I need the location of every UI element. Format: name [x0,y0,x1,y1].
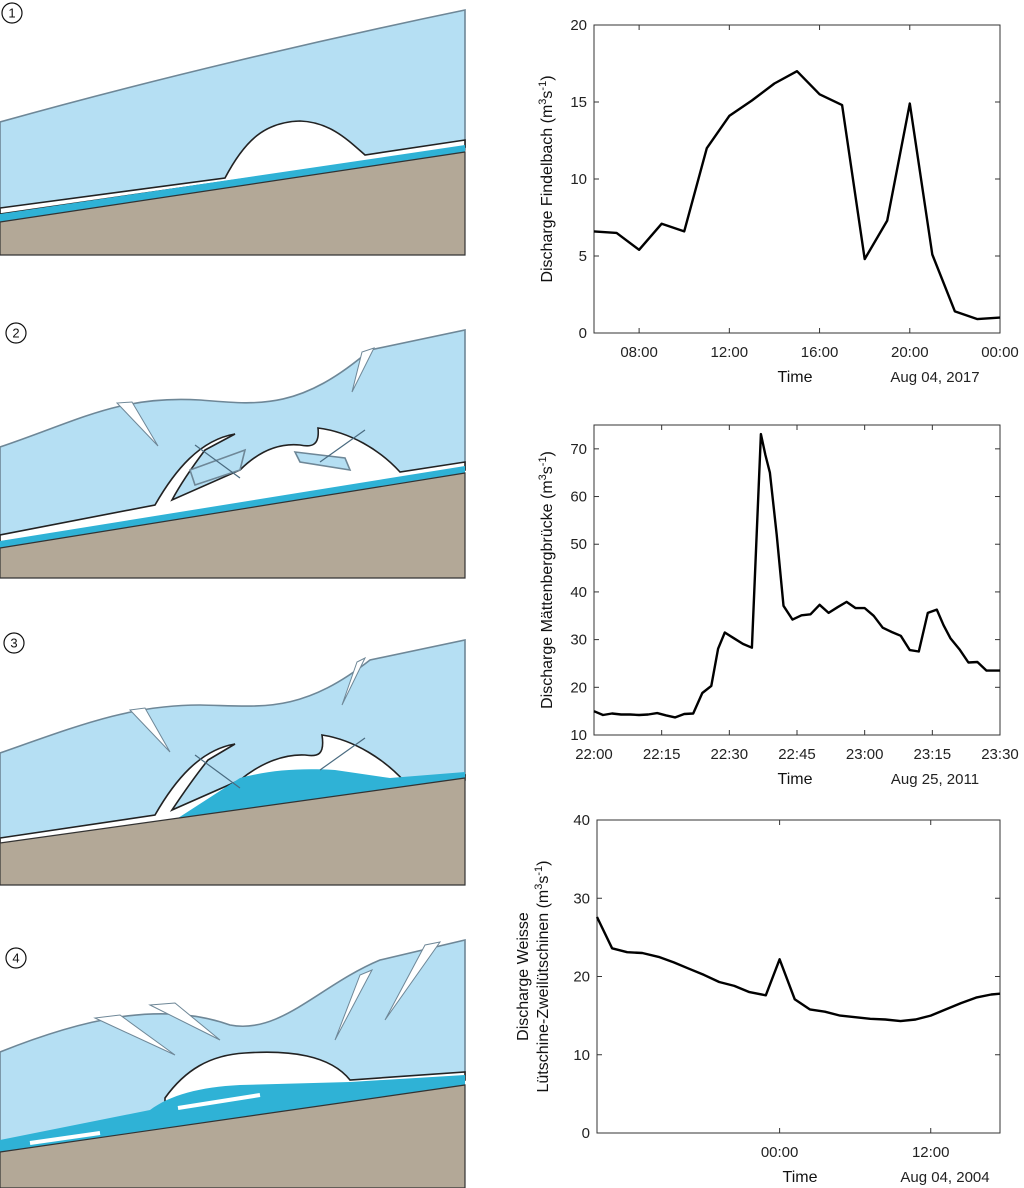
y-tick-label: 20 [573,969,590,986]
y-tick-label: 60 [570,489,587,506]
x-tick-label: 23:00 [846,746,884,763]
x-axis-label: Time [783,1169,818,1186]
schematic-panel-4: 4 [0,938,466,1188]
date-label: Aug 04, 2017 [890,369,979,386]
chart-mattenbergbrucke: 10 20 30 40 50 60 70 22:00 22:15 22:30 22:45 23:00 2… [537,424,1019,788]
y-tick-label: 10 [570,727,587,744]
plot-frame [593,424,1001,736]
surface-crevasse [115,401,159,447]
panel-number-4: 4 [12,951,19,966]
bedrock [0,472,466,579]
x-tick-label: 00:00 [761,1144,799,1161]
panel-number-3-badge: 3 [3,632,25,654]
y-axis-label-part: ) [539,451,556,456]
y-tick-label: 5 [579,248,587,265]
y-axis-label-part: -1 [537,81,549,91]
panel-number-2: 2 [12,326,19,341]
y-tick-label: 15 [570,94,587,111]
collapsing-cavity [0,427,466,543]
y-tick-label: 40 [570,584,587,601]
y-axis-label-part: s [539,466,556,474]
plot-frame [596,819,1001,1134]
panel-number-4-badge: 4 [5,947,27,969]
flow-arrow [29,1131,101,1145]
y-axis-label-part: Discharge Mättenbergbrücke (m [539,480,556,709]
y-axis-label-part: -1 [533,866,545,876]
flow-arrow [177,1093,261,1110]
y-axis-label-part: Discharge Findelbach (m [539,105,556,283]
x-tick-label: 08:00 [620,344,658,361]
y-tick-label: 20 [570,679,587,696]
bedrock [0,777,466,886]
y-tick-label: 0 [579,325,587,342]
y-axis-label-part: 3 [537,474,549,480]
surface-crevasse [93,1014,176,1056]
schematic-panel-2: 2 [0,322,466,579]
y-axis-label-part: 3 [537,99,549,105]
discharge-series-line [593,432,1000,719]
y-axis-label-part: s [535,876,552,884]
y-tick-label: 10 [570,171,587,188]
y-tick-label: 10 [573,1047,590,1064]
y-axis-label-part: 3 [533,884,545,890]
y-axis-label-part: -1 [537,456,549,466]
y-tick-label: 20 [570,17,587,34]
surface-crevasse [341,656,367,706]
date-label: Aug 25, 2011 [891,771,979,788]
panel-number-3: 3 [10,636,17,651]
schematic-panel-1: 1 [0,2,466,256]
surface-crevasse [384,941,442,1021]
surface-crevasse [351,347,375,393]
chart-weisse-lutschine: 0 10 20 30 40 00:00 12:00 Time Aug 04, 2004 Disch… [515,812,1001,1186]
collapse-arrow [319,737,366,771]
bedrock [0,151,466,256]
x-tick-label: 22:30 [711,746,749,763]
x-tick-label: 22:00 [575,746,613,763]
schematic-panel-3: 3 [0,632,466,886]
y-axis-label: Lütschine-Zweilütschinen (m3s-1) [533,861,552,1093]
y-tick-label: 30 [573,890,590,907]
x-tick-label: 12:00 [912,1144,950,1161]
collapse-arrow [319,429,366,463]
discharge-series-line [595,916,1001,1023]
y-tick-label: 70 [570,441,587,458]
ice-fragment [188,448,247,487]
x-tick-label: 22:45 [778,746,816,763]
date-label: Aug 04, 2004 [900,1169,989,1186]
y-axis-label-part: s [539,91,556,99]
y-axis-label: Discharge Mättenbergbrücke (m3s-1) [537,451,556,709]
panel-number-1-badge: 1 [1,2,23,24]
y-tick-label: 30 [570,632,587,649]
y-axis-label-part: ) [539,75,556,80]
x-tick-label: 16:00 [801,344,839,361]
x-tick-label: 12:00 [711,344,749,361]
surface-crevasse [334,969,374,1041]
glacier-ice [0,938,466,1146]
x-tick-label: 20:00 [891,344,929,361]
glacier-lake-cavity [0,120,466,215]
collapse-arrow [194,444,241,479]
y-tick-label: 40 [573,812,590,829]
y-axis-label-part: Lütschine-Zweilütschinen (m [535,890,552,1093]
y-tick-label: 0 [582,1125,590,1142]
panel-number-2-badge: 2 [5,322,27,344]
y-tick-label: 50 [570,536,587,553]
y-axis-label: Discharge Findelbach (m3s-1) [537,75,556,282]
bedrock [0,1084,466,1188]
discharge-series-line [593,70,1001,321]
panel-number-1: 1 [8,6,15,21]
x-tick-label: 23:15 [914,746,952,763]
y-axis-label-line1: Discharge Weisse [515,912,532,1041]
x-axis-label: Time [778,369,813,386]
x-axis-label: Time [778,771,813,788]
surface-crevasse [148,1002,221,1041]
y-axis-label-part: ) [535,861,552,866]
collapse-arrow [194,754,241,789]
chart-findelbach: 0 5 10 15 20 08:00 12:00 16:00 20:00 00:00 Time Aug… [537,17,1019,386]
x-tick-label: 22:15 [643,746,681,763]
x-tick-label: 23:30 [981,746,1019,763]
x-tick-label: 00:00 [981,344,1019,361]
surface-crevasse [128,707,171,753]
